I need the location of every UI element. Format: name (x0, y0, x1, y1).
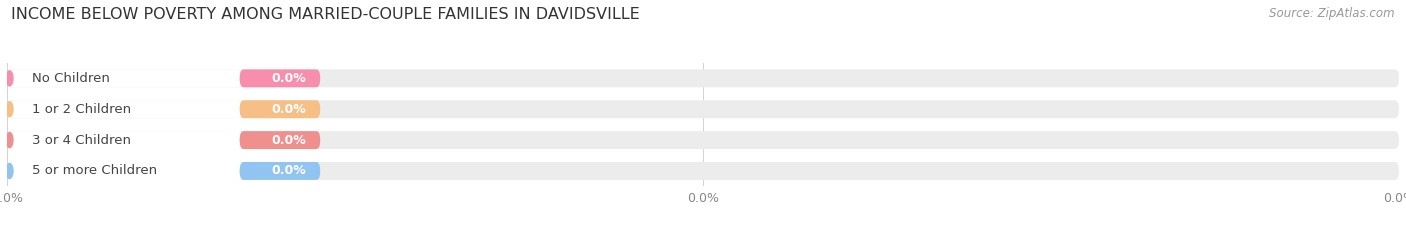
Text: 0.0%: 0.0% (271, 164, 307, 178)
FancyBboxPatch shape (7, 100, 243, 118)
FancyBboxPatch shape (7, 131, 1399, 149)
Text: 0.0%: 0.0% (271, 134, 307, 147)
FancyBboxPatch shape (239, 69, 321, 87)
Circle shape (6, 102, 13, 117)
Text: INCOME BELOW POVERTY AMONG MARRIED-COUPLE FAMILIES IN DAVIDSVILLE: INCOME BELOW POVERTY AMONG MARRIED-COUPL… (11, 7, 640, 22)
Text: No Children: No Children (32, 72, 110, 85)
FancyBboxPatch shape (239, 131, 321, 149)
FancyBboxPatch shape (239, 162, 321, 180)
FancyBboxPatch shape (7, 131, 243, 149)
FancyBboxPatch shape (7, 162, 243, 180)
FancyBboxPatch shape (7, 69, 243, 87)
Text: 0.0%: 0.0% (271, 103, 307, 116)
Text: 0.0%: 0.0% (271, 72, 307, 85)
Text: 3 or 4 Children: 3 or 4 Children (32, 134, 131, 147)
Circle shape (6, 71, 13, 86)
FancyBboxPatch shape (7, 100, 1399, 118)
Text: 1 or 2 Children: 1 or 2 Children (32, 103, 131, 116)
FancyBboxPatch shape (7, 162, 1399, 180)
FancyBboxPatch shape (7, 69, 1399, 87)
Circle shape (6, 163, 13, 178)
Text: Source: ZipAtlas.com: Source: ZipAtlas.com (1270, 7, 1395, 20)
FancyBboxPatch shape (239, 100, 321, 118)
Circle shape (6, 133, 13, 148)
Text: 5 or more Children: 5 or more Children (32, 164, 157, 178)
